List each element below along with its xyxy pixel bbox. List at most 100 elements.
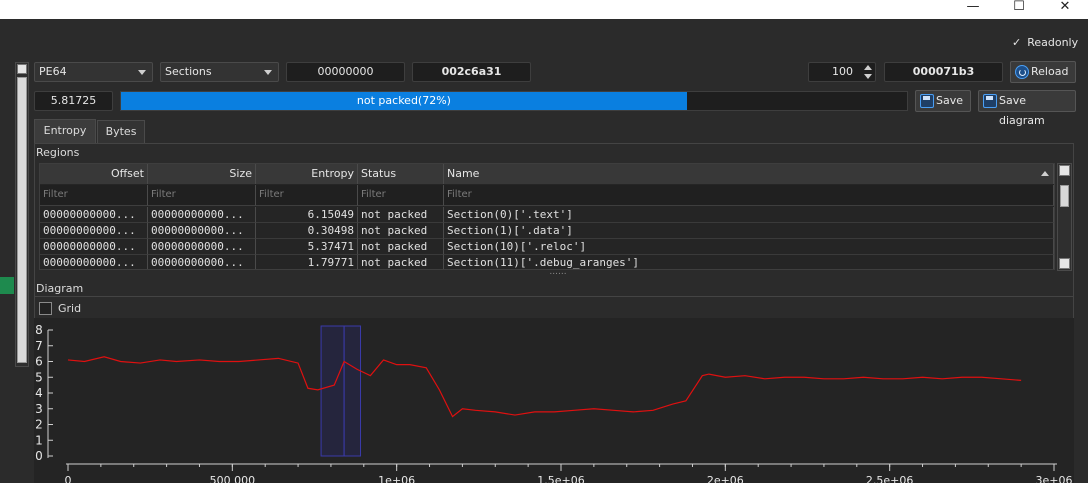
minimize-icon: — [966, 0, 980, 14]
grid-label: Grid [58, 302, 82, 315]
scroll-up-button[interactable] [1059, 165, 1070, 176]
spin-down-icon[interactable] [864, 74, 872, 79]
minimize-button[interactable]: — [950, 0, 996, 19]
entropy-panel [34, 143, 1074, 483]
y-tick-label: 0 [35, 449, 43, 463]
title-bar: — ☐ ✕ [0, 0, 1088, 19]
filter-size-input[interactable]: Filter [148, 185, 256, 206]
offset-field[interactable]: 00000000 [286, 62, 405, 82]
save-icon [920, 94, 934, 108]
y-tick-label: 3 [35, 402, 43, 416]
cell-entropy: 0.30498 [256, 223, 358, 239]
filter-status-input[interactable]: Filter [358, 185, 444, 206]
column-name-label: Name [447, 167, 480, 180]
plot-background [34, 318, 1074, 483]
column-offset[interactable]: Offset [40, 164, 148, 184]
y-tick-label: 8 [35, 323, 43, 337]
view-mode-select[interactable]: Sections [160, 62, 279, 82]
left-scrollbar[interactable] [15, 62, 29, 367]
x-tick-label: 1.5e+06 [537, 474, 584, 483]
grid-checkbox[interactable] [39, 302, 52, 315]
y-tick-label: 2 [35, 418, 43, 432]
regions-scrollbar[interactable] [1057, 163, 1072, 271]
total-entropy-value: 5.81725 [50, 94, 97, 107]
spin-up-icon[interactable] [864, 65, 872, 70]
save-label: Save [936, 94, 964, 107]
cell-offset: 00000000000... [40, 207, 148, 223]
size-field[interactable]: 002c6a31 [412, 62, 531, 82]
column-status[interactable]: Status [358, 164, 444, 184]
column-size[interactable]: Size [148, 164, 256, 184]
chevron-down-icon [264, 70, 272, 75]
readonly-label: Readonly [1027, 36, 1079, 49]
diagram-label: Diagram [36, 282, 84, 295]
y-tick-label: 1 [35, 433, 43, 447]
highlight-region-0 [320, 325, 345, 457]
scrollbar-thumb[interactable] [1060, 185, 1069, 207]
cell-entropy: 6.15049 [256, 207, 358, 223]
tab-entropy-label: Entropy [43, 124, 87, 137]
save-button[interactable]: Save [915, 90, 971, 112]
splitter-handle[interactable]: ...... [549, 267, 567, 277]
scroll-down-button[interactable] [1059, 258, 1070, 269]
cell-offset: 00000000000... [40, 239, 148, 255]
x-tick-label: 2.5e+06 [866, 474, 913, 483]
cell-entropy: 5.37471 [256, 239, 358, 255]
x-tick-label: 1e+06 [378, 474, 415, 483]
cell-size: 00000000000... [148, 239, 256, 255]
filter-entropy-input[interactable]: Filter [256, 185, 358, 206]
readonly-checkbox[interactable]: ✓ Readonly [1012, 35, 1078, 51]
table-row[interactable]: 00000000000... 00000000000... 0.30498 no… [40, 223, 1054, 239]
sort-ascending-icon [1041, 171, 1049, 176]
close-button[interactable]: ✕ [1042, 0, 1088, 19]
highlight-region-1 [343, 325, 362, 457]
reload-button[interactable]: Reload [1010, 61, 1076, 83]
x-tick-label: 0 [65, 474, 72, 483]
cell-status: not packed [358, 207, 444, 223]
save-diagram-button[interactable]: Save diagram [978, 90, 1076, 127]
cell-size: 00000000000... [148, 255, 256, 269]
tab-entropy[interactable]: Entropy [34, 119, 96, 144]
cell-offset: 00000000000... [40, 223, 148, 239]
filter-name-input[interactable]: Filter [444, 185, 1054, 206]
table-row[interactable]: 00000000000... 00000000000... 1.79771 no… [40, 255, 1054, 269]
column-entropy[interactable]: Entropy [256, 164, 358, 184]
table-row[interactable]: 00000000000... 00000000000... 6.15049 no… [40, 207, 1054, 223]
filter-row: Filter Filter Filter Filter Filter [40, 185, 1054, 206]
file-type-select[interactable]: PE64 [34, 62, 153, 82]
cell-name: Section(1)['.data'] [444, 223, 1054, 239]
y-tick-label: 5 [35, 370, 43, 384]
cell-status: not packed [358, 239, 444, 255]
y-tick-label: 7 [35, 339, 43, 353]
regions-label: Regions [36, 146, 80, 159]
count-spinbox[interactable]: 100 [808, 62, 876, 82]
cell-size: 00000000000... [148, 223, 256, 239]
cell-status: not packed [358, 255, 444, 269]
column-name[interactable]: Name [444, 164, 1054, 184]
total-entropy-field: 5.81725 [34, 91, 113, 111]
maximize-button[interactable]: ☐ [996, 0, 1042, 19]
x-tick-label: 3e+06 [1036, 474, 1073, 483]
count-value: 100 [832, 65, 853, 78]
reload-label: Reload [1031, 65, 1069, 78]
entropy-progress-bar: not packed(72%) [120, 91, 908, 111]
y-tick-label: 4 [35, 386, 43, 400]
block-size-value: 000071b3 [912, 65, 975, 78]
entropy-series-line [67, 356, 1022, 418]
close-icon: ✕ [1059, 0, 1071, 14]
position-marker [0, 277, 14, 294]
scrollbar-thumb[interactable] [17, 77, 27, 363]
tab-bytes[interactable]: Bytes [97, 120, 145, 143]
table-row[interactable]: 00000000000... 00000000000... 5.37471 no… [40, 239, 1054, 255]
cell-status: not packed [358, 223, 444, 239]
cell-size: 00000000000... [148, 207, 256, 223]
cell-name: Section(0)['.text'] [444, 207, 1054, 223]
filter-offset-input[interactable]: Filter [40, 185, 148, 206]
cell-name: Section(10)['.reloc'] [444, 239, 1054, 255]
save-diagram-label: Save diagram [999, 94, 1045, 127]
scroll-up-button[interactable] [17, 64, 27, 74]
x-tick-label: 500 000 [210, 474, 256, 483]
block-size-field[interactable]: 000071b3 [884, 62, 1003, 82]
file-type-value: PE64 [39, 65, 67, 78]
